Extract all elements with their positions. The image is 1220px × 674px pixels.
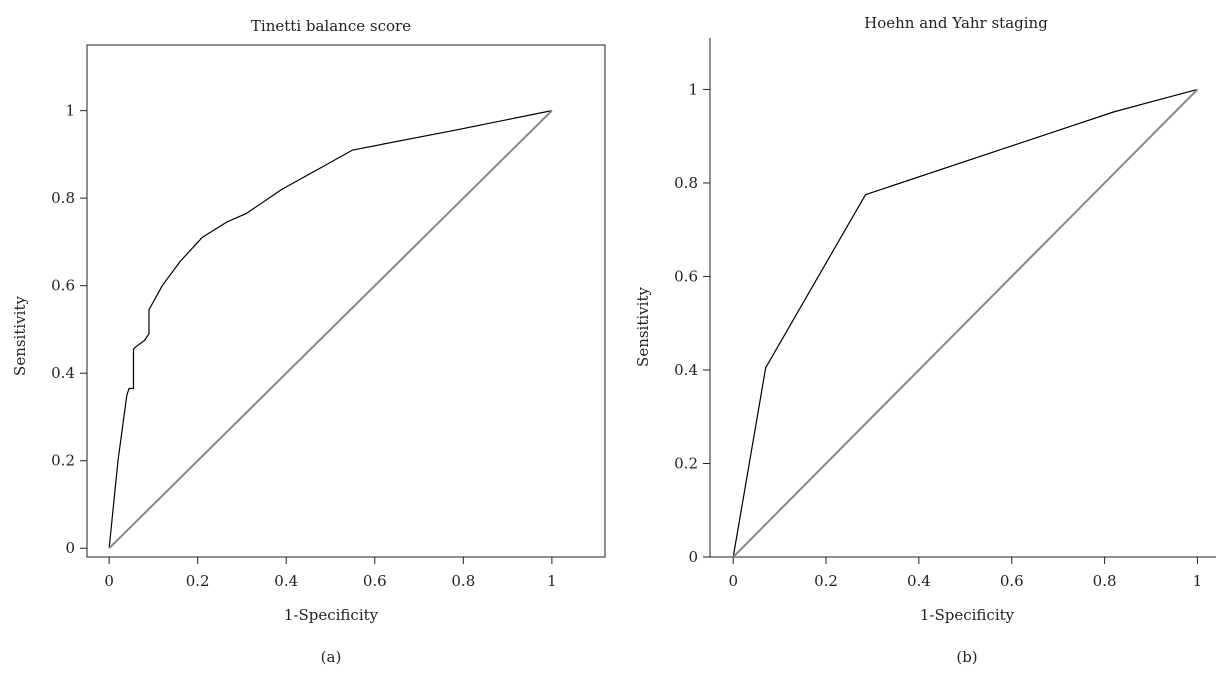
x-tick-label: 0.4 <box>274 572 298 590</box>
x-tick-label: 0.2 <box>814 572 838 590</box>
x-tick-label: 1 <box>547 572 557 590</box>
roc-curve <box>732 88 1198 558</box>
y-axis-label: Sensitivity <box>634 287 652 367</box>
x-axis-ticks: 0 0.2 0.4 0.6 0.8 1 <box>728 557 1202 590</box>
x-tick-label: 0.6 <box>1000 572 1024 590</box>
x-tick-label: 0.2 <box>186 572 210 590</box>
x-axis-label: 1-Specificity <box>284 606 379 624</box>
roc-curve <box>108 110 552 549</box>
chart-title: Hoehn and Yahr staging <box>864 14 1048 32</box>
y-tick-label: 0.6 <box>51 277 75 295</box>
reference-diagonal <box>108 109 553 549</box>
plot-frame <box>86 44 606 558</box>
x-axis-ticks: 0 0.2 0.4 0.6 0.8 1 <box>104 557 557 590</box>
y-tick-label: 0.4 <box>674 361 698 379</box>
x-tick-label: 0.8 <box>1093 572 1117 590</box>
y-tick-label: 0.8 <box>674 174 698 192</box>
x-axis-label: 1-Specificity <box>920 606 1015 624</box>
y-tick-label: 1 <box>688 80 698 98</box>
x-tick-label: 1 <box>1193 572 1203 590</box>
y-tick-label: 0.2 <box>51 452 75 470</box>
x-tick-label: 0.6 <box>363 572 387 590</box>
chart-title: Tinetti balance score <box>251 17 411 35</box>
y-axis-ticks: 0 0.2 0.4 0.6 0.8 1 <box>674 80 710 566</box>
y-axis-label: Sensitivity <box>11 296 29 376</box>
reference-diagonal <box>732 88 1199 558</box>
x-tick-label: 0 <box>104 572 114 590</box>
series-layer <box>732 88 1199 558</box>
x-tick-label: 0.4 <box>907 572 931 590</box>
y-tick-label: 0.4 <box>51 364 75 382</box>
y-tick-label: 0.6 <box>674 267 698 285</box>
y-tick-label: 0 <box>65 539 75 557</box>
x-tick-label: 0.8 <box>451 572 475 590</box>
series-layer <box>108 109 553 549</box>
y-tick-label: 0.8 <box>51 189 75 207</box>
x-tick-label: 0 <box>728 572 738 590</box>
panel-b: Hoehn and Yahr staging 0 0.2 0.4 0.6 0.8 1 00… <box>634 14 1216 666</box>
y-tick-label: 0.2 <box>674 454 698 472</box>
panel-caption: (b) <box>956 648 977 666</box>
panel-caption: (a) <box>321 648 342 666</box>
y-tick-label: 0 <box>688 548 698 566</box>
panel-a: Tinetti balance score 0 0.2 0.4 0.6 0.8 1 0 0.… <box>11 17 606 666</box>
y-tick-label: 1 <box>65 102 75 120</box>
y-axis-ticks: 0 0.2 0.4 0.6 0.8 1 <box>51 102 87 557</box>
